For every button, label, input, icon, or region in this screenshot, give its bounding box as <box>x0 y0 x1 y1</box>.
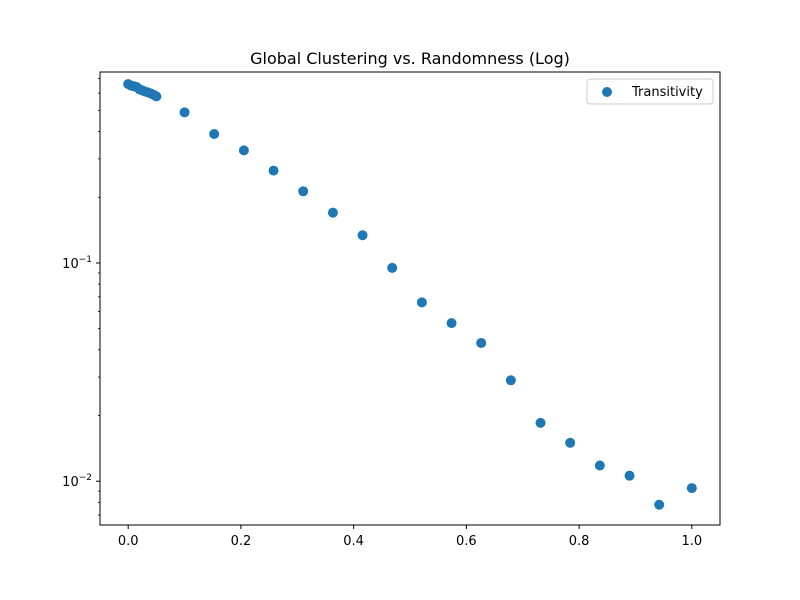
x-tick-label: 1.0 <box>681 534 702 549</box>
x-tick-label: 0.2 <box>231 534 252 549</box>
legend-label: Transitivity <box>631 85 703 100</box>
data-point <box>298 186 309 197</box>
data-point <box>179 107 190 118</box>
data-point <box>686 483 697 494</box>
plot-frame <box>99 71 721 526</box>
data-point <box>151 91 162 102</box>
y-tick-label: 10−1 <box>62 255 92 272</box>
data-point <box>594 460 605 471</box>
data-point <box>505 375 516 386</box>
x-tick-label: 0.6 <box>456 534 477 549</box>
data-points <box>123 79 697 510</box>
y-axis: 10−2 10−1 <box>62 78 100 516</box>
data-point <box>446 318 457 329</box>
legend-box <box>586 78 714 105</box>
data-point <box>268 165 279 176</box>
data-point <box>416 297 427 308</box>
data-point <box>624 470 635 481</box>
y-tick-label: 10−2 <box>62 473 92 490</box>
data-point <box>327 207 338 218</box>
data-point <box>209 128 220 139</box>
data-point <box>476 337 487 348</box>
chart-title: Global Clustering vs. Randomness (Log) <box>250 49 570 68</box>
data-point <box>387 262 398 273</box>
data-point <box>357 230 368 241</box>
data-point <box>238 145 249 156</box>
data-point <box>654 499 665 510</box>
x-tick-label: 0.4 <box>343 534 364 549</box>
x-axis: 0.0 0.2 0.4 0.6 0.8 1.0 <box>118 525 702 549</box>
legend: Transitivity <box>586 78 714 105</box>
data-point <box>565 437 576 448</box>
legend-marker <box>602 87 612 97</box>
x-tick-label: 0.8 <box>569 534 590 549</box>
data-point <box>535 417 546 428</box>
x-tick-label: 0.0 <box>118 534 139 549</box>
